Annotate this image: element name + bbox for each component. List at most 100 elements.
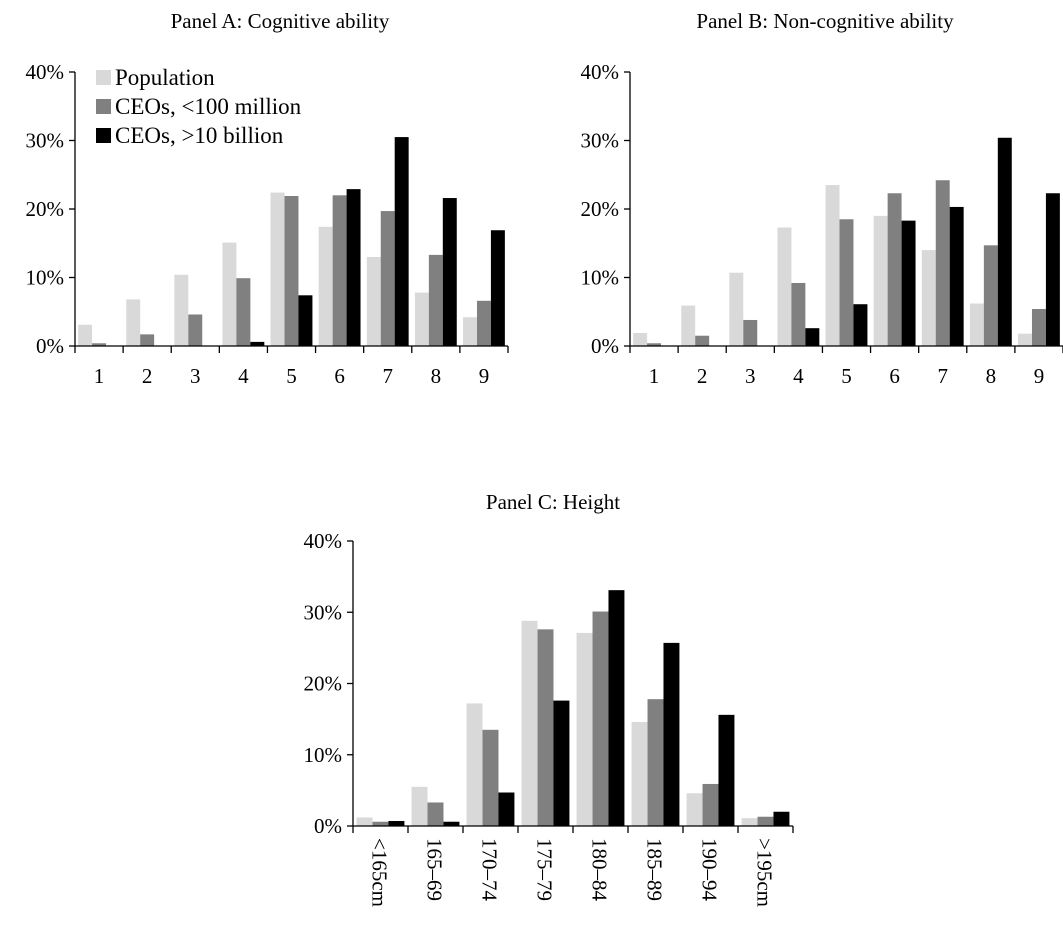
panel-c-y-tick-label: 40%	[304, 529, 343, 553]
legend-label-2: CEOs, <100 million	[115, 94, 302, 119]
panel-c-bar-s2-6	[647, 699, 664, 826]
panel-a-cognitive-ability: Panel A: Cognitive ability 0%10%20%30%40…	[26, 9, 509, 388]
panel-a-bar-s1-9	[463, 317, 477, 346]
panel-b-x-tick-label: 8	[986, 364, 997, 388]
panel-a-x-tick-label: 3	[190, 364, 201, 388]
panel-b-y-tick-label: 20%	[581, 197, 620, 221]
panel-c-x-tick-label: >195cm	[753, 838, 777, 907]
panel-b-bar-s3-8	[997, 137, 1012, 346]
panel-b-x-tick-label: 4	[793, 364, 804, 388]
panel-b-bar-s1-9	[1018, 333, 1032, 346]
panel-a-bar-s2-8	[428, 254, 443, 346]
panel-c-bar-s3-3	[498, 792, 515, 826]
panel-a-bar-s1-1	[78, 324, 93, 346]
panel-a-bar-s1-3	[174, 274, 189, 346]
legend-label-1: Population	[115, 65, 215, 90]
panel-a-x-tick-label: 8	[431, 364, 442, 388]
panel-c-y-tick-labels: 0% 10% 20% 30% 40%	[304, 529, 343, 838]
panel-a-bar-s2-6	[332, 195, 347, 346]
panel-c-y-tick-label: 0%	[314, 814, 342, 838]
panel-a-x-tick-label: 9	[479, 364, 490, 388]
panel-c-x-tick-label: 190–94	[698, 838, 722, 902]
panel-c-bar-s3-4	[553, 700, 570, 826]
panel-c-bar-s3-1	[388, 821, 405, 826]
panel-a-y-tick-label: 20%	[26, 197, 65, 221]
panel-b-bar-s2-5	[839, 219, 854, 346]
panel-c-y-tick-label: 10%	[304, 743, 343, 767]
panel-b-bar-s2-1	[647, 343, 662, 346]
panel-a-bar-s3-5	[298, 295, 313, 346]
panel-a-bar-s1-7	[366, 256, 381, 346]
panel-a-y-tick-label: 0%	[36, 334, 64, 358]
panel-c-bar-s1-5	[576, 632, 593, 826]
panel-c-x-tick-label: 175–79	[533, 838, 557, 901]
legend-swatch-2	[96, 99, 111, 114]
panel-a-title: Panel A: Cognitive ability	[171, 9, 390, 33]
panel-c-title: Panel C: Height	[486, 490, 620, 514]
panel-b-non-cognitive-ability: Panel B: Non-cognitive ability 0% 10% 20% 3…	[581, 9, 1063, 388]
panel-c-y-tick-label: 20%	[304, 672, 343, 696]
panel-a-bar-s2-1	[92, 343, 107, 346]
panel-b-bar-s2-9	[1031, 309, 1046, 346]
panel-a-bar-s2-4	[236, 278, 251, 346]
panel-a-bar-s3-8	[442, 198, 457, 346]
panel-a-bar-s1-4	[222, 242, 237, 346]
panel-c-bar-s2-4	[537, 629, 554, 826]
panel-b-bar-s2-8	[983, 245, 998, 346]
panel-c-bar-s1-2	[411, 786, 428, 826]
panel-c-x-tick-label: 165–69	[423, 838, 447, 901]
panel-b-bar-s1-8	[969, 303, 984, 346]
panel-c-bar-s1-4	[521, 620, 538, 826]
panel-c-bar-s2-3	[482, 729, 499, 826]
panel-a-bar-s2-5	[284, 195, 299, 346]
panel-c-bar-s1-7	[686, 793, 703, 826]
panel-a-bar-s1-6	[318, 226, 333, 346]
panel-b-bar-s3-4	[805, 328, 820, 346]
panel-b-y-tick-label: 0%	[591, 334, 619, 358]
panel-b-x-tick-label: 5	[841, 364, 852, 388]
panel-b-x-tick-label: 6	[889, 364, 900, 388]
legend-swatch-3	[96, 128, 111, 143]
panel-a-bar-s2-7	[380, 211, 395, 346]
panel-a-y-tick-label: 40%	[26, 60, 65, 84]
panel-c-bar-s3-6	[663, 642, 680, 826]
panel-b-bar-s2-3	[743, 319, 758, 346]
panel-a-bar-s2-9	[476, 300, 491, 346]
panel-a-bar-s1-2	[126, 299, 141, 346]
panel-a-x-tick-label: 1	[94, 364, 105, 388]
panel-b-x-tick-labels: 1 2 3 4 5 6 7 8 9	[649, 364, 1044, 388]
panel-a-x-tick-label: 6	[334, 364, 345, 388]
panel-a-x-tick-label: 7	[382, 364, 393, 388]
panel-c-bar-s2-1	[372, 821, 389, 826]
panel-a-bar-s3-9	[490, 230, 505, 346]
panel-a-bar-s1-5	[270, 192, 285, 346]
panel-c-bar-s2-2	[427, 802, 444, 826]
panel-b-axes	[624, 71, 1063, 353]
panel-c-bar-s2-5	[592, 611, 609, 826]
panel-a-bar-s3-7	[394, 137, 409, 346]
panel-c-bar-s2-8	[757, 816, 774, 826]
panel-c-bar-s3-2	[443, 821, 460, 826]
panel-b-bar-s3-7	[949, 206, 964, 346]
panel-b-x-tick-label: 1	[649, 364, 660, 388]
panel-b-bar-s1-7	[921, 250, 936, 346]
panel-a-y-tick-label: 30%	[26, 129, 65, 153]
panel-b-bar-s2-2	[695, 335, 710, 346]
panel-c-x-tick-label: 185–89	[643, 838, 667, 901]
panel-c-bar-s3-8	[773, 811, 790, 826]
panel-a-x-tick-labels: 1 2 3 4 5 6 7 8 9	[94, 364, 489, 388]
panel-b-title: Panel B: Non-cognitive ability	[696, 9, 954, 33]
panel-a-x-tick-label: 4	[238, 364, 249, 388]
panel-b-bar-s2-7	[935, 180, 950, 346]
panel-a-legend: Population CEOs, <100 million CEOs, >10 bi…	[96, 65, 302, 148]
panel-c-bar-s1-8	[741, 818, 758, 826]
panel-b-bar-s2-4	[791, 282, 806, 346]
panel-c-x-tick-label: 180–84	[588, 838, 612, 902]
panel-b-y-tick-label: 30%	[581, 129, 620, 153]
panel-b-x-tick-label: 2	[697, 364, 708, 388]
panel-c-bar-s3-7	[718, 714, 735, 826]
panel-b-bar-s3-5	[853, 304, 868, 346]
panel-a-x-tick-label: 5	[286, 364, 297, 388]
panel-b-bar-s1-5	[825, 185, 840, 346]
panel-b-bar-s1-6	[873, 215, 888, 346]
